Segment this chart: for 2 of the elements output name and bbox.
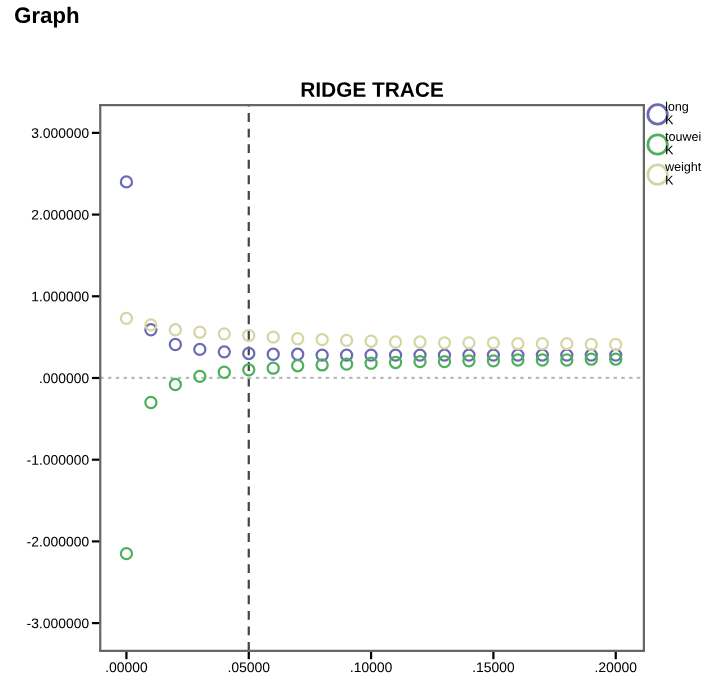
chart-title: RIDGE TRACE [301, 82, 444, 97]
text: Graph [15, 6, 79, 28]
